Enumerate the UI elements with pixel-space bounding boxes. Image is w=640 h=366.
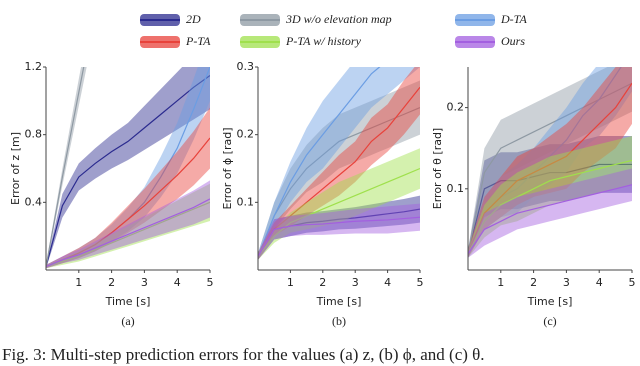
series-line [46,74,210,267]
error-band [468,168,632,258]
panel-label: (a) [121,314,134,328]
error-band [46,67,210,269]
x-tick-label: 2 [108,276,115,289]
plot-area [46,67,210,269]
series-line [46,137,210,268]
x-tick-label: 1 [287,276,294,289]
error-band [468,67,632,258]
legend-label: Ours [501,34,525,48]
y-tick-label: 0.2 [447,101,465,114]
error-band [46,107,210,269]
series-line [46,201,210,268]
series-line [468,184,632,255]
legend-label: 2D [186,12,201,26]
series-line [468,82,632,254]
x-tick-label: 3 [563,276,570,289]
y-tick-label: 0.4 [25,195,43,208]
error-band [468,67,632,258]
y-tick-label: 0.3 [237,60,255,73]
x-tick-label: 3 [141,276,148,289]
caption: Fig. 3: Multi-step prediction errors for… [2,345,485,364]
error-band [258,80,420,260]
error-band [258,148,420,260]
y-tick-label: 0.8 [25,128,43,141]
x-axis-label: Time [s] [527,295,573,308]
error-band [468,67,632,258]
error-band [258,67,420,260]
series-line [46,67,85,267]
error-band [46,180,210,269]
series-line [468,163,632,254]
plot-area [258,67,420,260]
series-line [258,67,381,257]
x-tick-label: 4 [596,276,603,289]
error-band [468,136,632,258]
panel-label: (b) [332,314,346,328]
y-axis-label: Error of θ [rad] [431,128,444,209]
series-line [258,107,420,257]
series-line [258,86,420,257]
series-line [46,198,210,268]
error-band [258,67,420,260]
x-tick-label: 4 [384,276,391,289]
error-band [46,67,210,269]
series-line [468,159,632,255]
legend-label: P-TA w/ history [285,34,362,48]
y-axis-label: Error of ϕ [rad] [221,128,234,210]
series-line [258,216,420,257]
error-band [258,203,420,260]
series-line [468,82,632,254]
error-band [258,195,420,260]
x-axis-label: Time [s] [316,295,362,308]
legend-label: D-TA [500,12,527,26]
x-axis-label: Time [s] [105,295,151,308]
y-tick-label: 0.2 [237,128,255,141]
x-tick-label: 3 [352,276,359,289]
x-tick-label: 5 [417,276,424,289]
y-tick-label: 1.2 [25,60,43,73]
legend-label: P-TA [185,34,211,48]
x-tick-label: 1 [75,276,82,289]
error-band [46,183,210,269]
x-tick-label: 2 [530,276,537,289]
plot-area [468,67,632,258]
y-tick-label: 0.1 [237,195,255,208]
error-band [46,67,87,269]
x-tick-label: 2 [319,276,326,289]
y-axis-label: Error of z [m] [9,132,22,205]
x-tick-label: 5 [207,276,214,289]
panel-label: (c) [543,314,556,328]
legend-label: 3D w/o elevation map [285,12,392,26]
y-tick-label: 0.1 [447,182,465,195]
x-tick-label: 4 [174,276,181,289]
x-tick-label: 5 [629,276,636,289]
x-tick-label: 1 [497,276,504,289]
